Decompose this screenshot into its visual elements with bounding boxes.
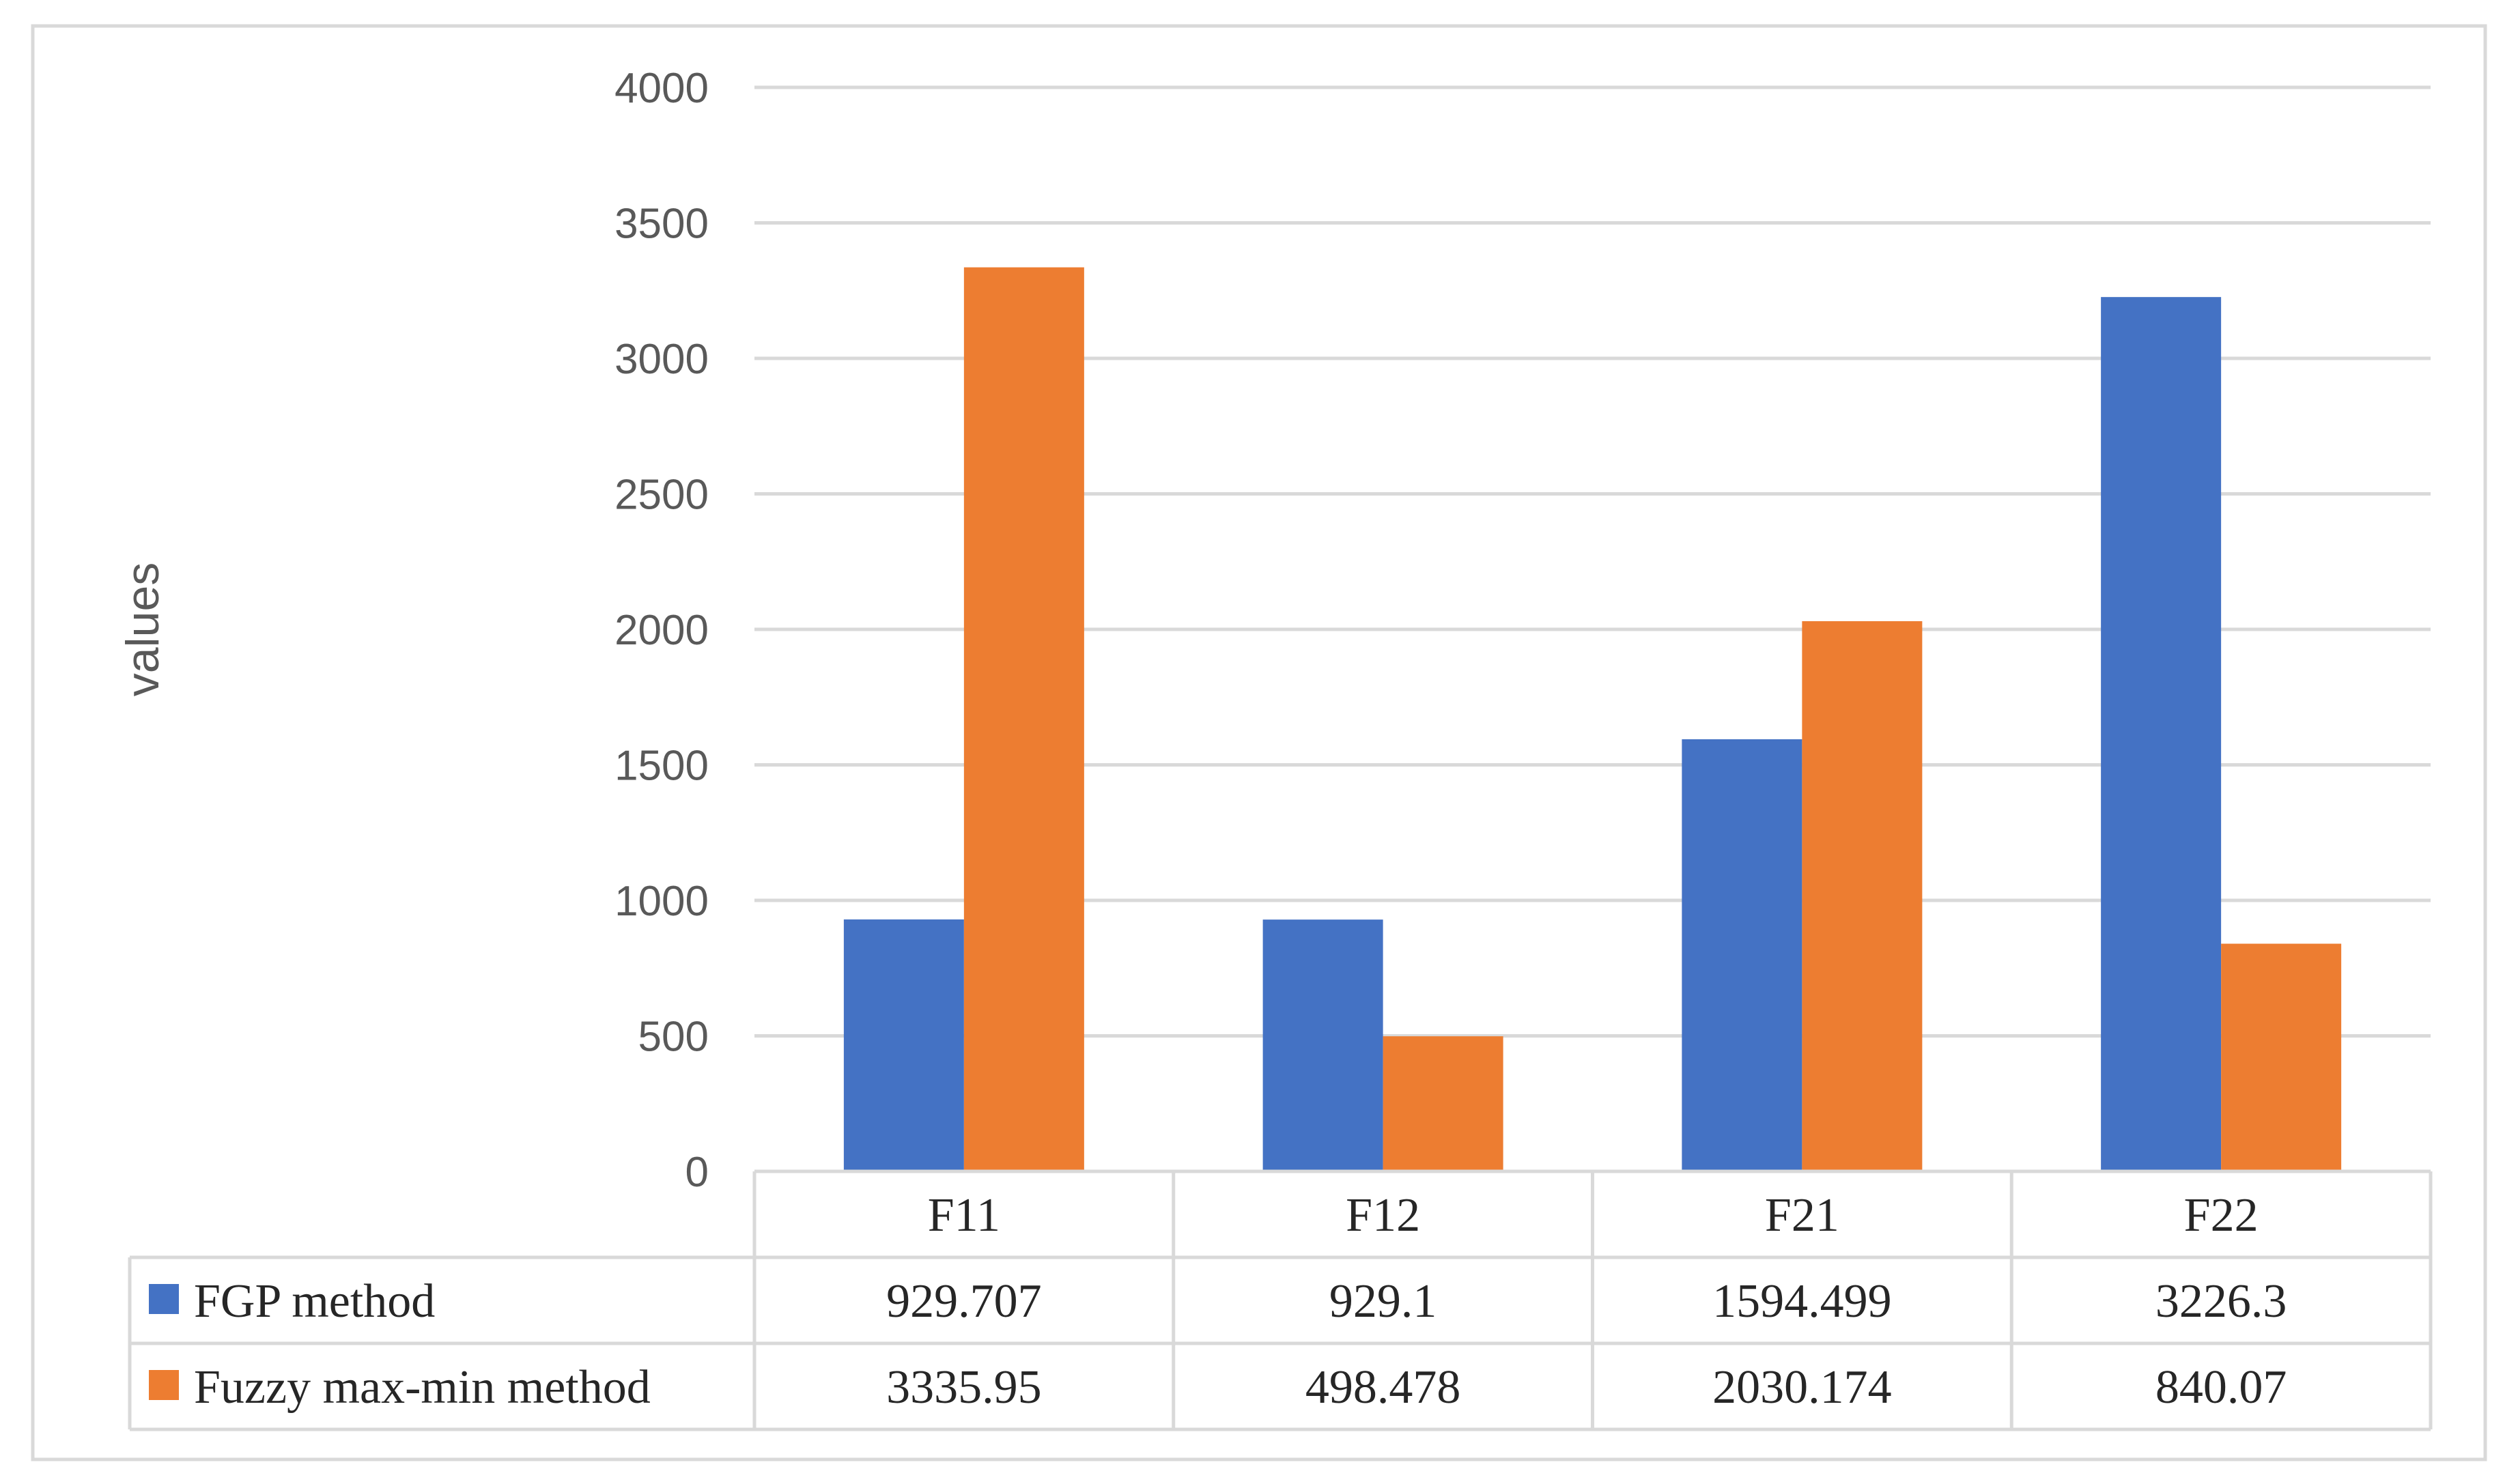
legend-label: FGP method — [194, 1275, 435, 1328]
y-tick-label: 2500 — [614, 472, 709, 519]
y-tick-label: 1500 — [614, 743, 709, 790]
legend-swatch — [149, 1370, 179, 1400]
legend-swatch — [149, 1284, 179, 1314]
data-label: 840.07 — [2155, 1361, 2287, 1414]
bar — [1383, 1036, 1503, 1171]
y-tick-label: 3500 — [614, 201, 709, 248]
x-tick-label: F11 — [928, 1189, 1000, 1242]
data-label: 3335.95 — [886, 1361, 1042, 1414]
chart-border — [31, 24, 2487, 1461]
legend-label: Fuzzy max-min method — [194, 1361, 651, 1414]
bar — [843, 919, 964, 1171]
data-label: 498.478 — [1305, 1361, 1461, 1414]
y-tick-label: 3000 — [614, 336, 709, 383]
data-label: 2030.174 — [1712, 1361, 1892, 1414]
data-label: 929.1 — [1329, 1275, 1437, 1328]
x-tick-label: F22 — [2184, 1189, 2259, 1242]
x-tick-label: F21 — [1765, 1189, 1839, 1242]
y-tick-label: 0 — [685, 1149, 709, 1196]
x-tick-label: F12 — [1346, 1189, 1420, 1242]
data-label: 3226.3 — [2155, 1275, 2287, 1328]
data-label: 1594.499 — [1712, 1275, 1892, 1328]
bar — [1262, 919, 1383, 1171]
data-label: 929.707 — [886, 1275, 1042, 1328]
y-axis-title: values — [117, 562, 169, 697]
y-tick-label: 4000 — [614, 65, 709, 112]
bar — [2101, 297, 2222, 1171]
y-tick-label: 2000 — [614, 607, 709, 654]
y-tick-label: 1000 — [614, 878, 709, 925]
bar — [1682, 739, 1802, 1171]
bar — [963, 267, 1084, 1172]
bar — [2221, 943, 2342, 1171]
bar — [1802, 621, 1923, 1171]
y-tick-label: 500 — [638, 1014, 709, 1061]
